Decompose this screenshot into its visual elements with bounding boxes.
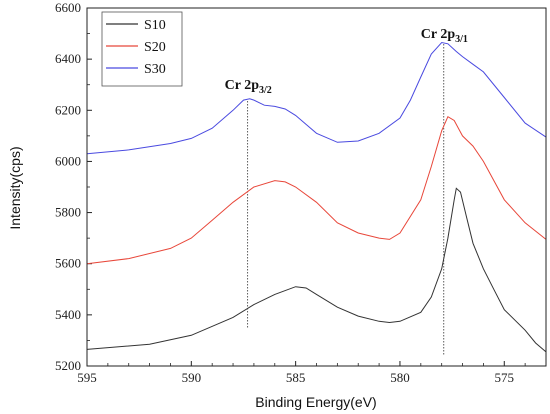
series-line-s20 [86, 115, 547, 265]
legend-label-s30: S30 [144, 62, 166, 77]
series-line-s30 [86, 41, 547, 155]
x-tick-label: 580 [390, 370, 410, 385]
legend-label-s20: S20 [144, 40, 166, 55]
x-tick-label: 590 [182, 370, 202, 385]
peak-annotation: Cr 2p3/1 [421, 27, 468, 45]
y-tick-label: 5200 [55, 358, 81, 373]
y-tick-label: 6200 [55, 102, 81, 117]
x-tick-label: 585 [286, 370, 306, 385]
y-tick-label: 6400 [55, 51, 81, 66]
y-tick-label: 5400 [55, 307, 81, 322]
legend-label-s10: S10 [144, 18, 166, 33]
y-axis-title: Intensity(cps) [7, 146, 23, 229]
y-tick-label: 5800 [55, 205, 81, 220]
peak-annotation: Cr 2p3/2 [225, 78, 272, 96]
series-line-s10 [86, 187, 547, 353]
x-axis-title: Binding Energy(eV) [255, 394, 376, 410]
legend-box [101, 11, 183, 87]
y-tick-label: 6000 [55, 153, 81, 168]
x-tick-label: 595 [77, 370, 97, 385]
legend: S10 S20 S30 [101, 11, 183, 87]
y-tick-label: 6600 [55, 0, 81, 15]
plot-frame [86, 7, 547, 367]
x-tick-label: 575 [495, 370, 515, 385]
y-tick-label: 5600 [55, 256, 81, 271]
